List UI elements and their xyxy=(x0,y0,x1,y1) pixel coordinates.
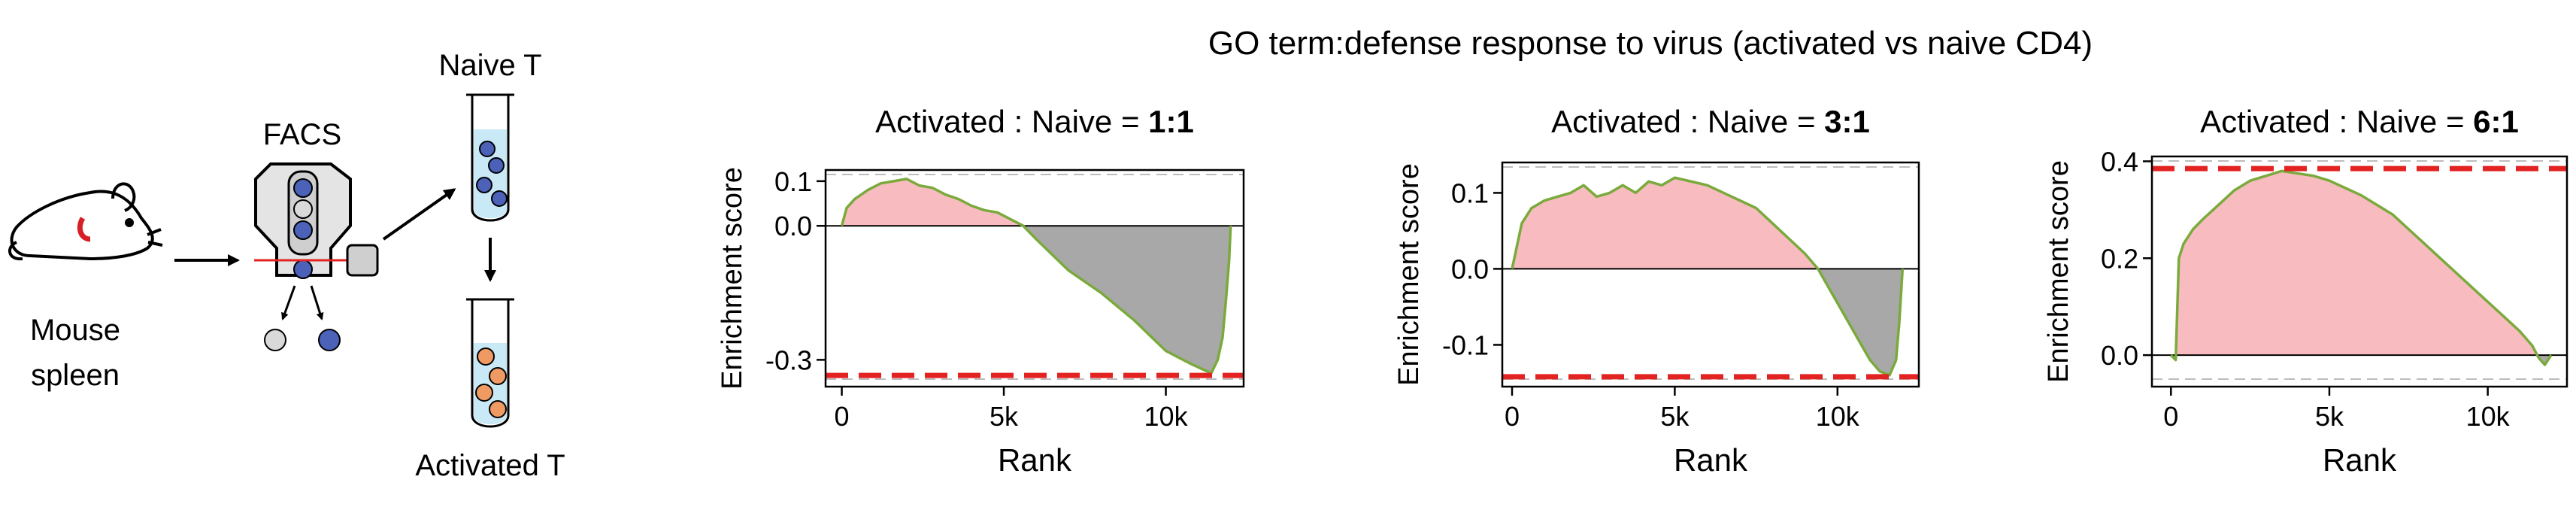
x-tick-label: 0 xyxy=(2163,401,2178,432)
activated-t-label: Activated T xyxy=(415,449,565,482)
naive-tube-icon xyxy=(466,93,514,222)
negative-enrichment-area xyxy=(1511,269,1903,375)
x-tick-label: 10k xyxy=(1144,401,1189,432)
gsea-panel-2: 0.1 0.0 -0.1 0 5k 10k Rank Enrichment score Acti… xyxy=(1393,104,1920,478)
positive-enrichment-area xyxy=(2171,171,2551,356)
panel-title-prefix: Activated : Naive = xyxy=(2200,104,2473,139)
running-enrichment-curve xyxy=(840,178,1232,375)
spleen-label: spleen xyxy=(31,359,120,392)
y-tick-label: 0.2 xyxy=(2101,243,2138,274)
plot-frame xyxy=(824,168,1245,388)
arrow-to-naive-tube xyxy=(382,188,456,241)
laser-source-icon xyxy=(346,244,379,277)
running-enrichment-curve xyxy=(1511,176,1905,377)
panel-title-prefix: Activated : Naive = xyxy=(875,104,1148,139)
plot-frame xyxy=(1501,161,1920,388)
facs-machine-icon xyxy=(254,162,379,351)
panel-title-ratio: 3:1 xyxy=(1824,104,1870,139)
y-tick-label: 0.0 xyxy=(774,211,812,241)
panel-title: Activated : Naive = 3:1 xyxy=(1551,104,1870,139)
activated-tube-icon xyxy=(466,298,514,428)
positive-enrichment-area xyxy=(841,178,1023,226)
x-tick-label: 5k xyxy=(989,401,1019,432)
y-axis-label: Enrichment score xyxy=(1393,163,1425,386)
x-axis-label: Rank xyxy=(1674,442,1748,478)
y-tick-label: 0.0 xyxy=(1451,253,1489,284)
gsea-panels: 0.1 0.0 -0.3 0 5k 10k Rank Enrichment score Acti… xyxy=(717,104,2568,478)
panel-title: Activated : Naive = 6:1 xyxy=(2200,104,2519,139)
schematic: Mouse spleen FACS Naive T xyxy=(8,49,565,482)
y-tick-label: 0.1 xyxy=(1451,178,1489,208)
figure-title: GO term:defense response to virus (activ… xyxy=(1208,25,2093,62)
panel-title-prefix: Activated : Naive = xyxy=(1551,104,1824,139)
x-tick-label: 0 xyxy=(835,401,850,432)
gsea-panel-1: 0.1 0.0 -0.3 0 5k 10k Rank Enrichment score Acti… xyxy=(717,104,1245,478)
y-tick-label: 0.4 xyxy=(2101,146,2138,177)
panel-title: Activated : Naive = 1:1 xyxy=(875,104,1194,139)
negative-enrichment-area xyxy=(841,226,1231,374)
y-tick-label: -0.3 xyxy=(765,345,812,375)
mouse-icon xyxy=(8,182,163,261)
mouse-label: Mouse xyxy=(30,314,120,347)
sorted-other-cell-icon xyxy=(264,329,286,351)
positive-enrichment-area xyxy=(1511,178,1818,269)
x-tick-label: 10k xyxy=(1816,401,1860,432)
sorted-naive-cell-icon xyxy=(318,329,341,351)
gsea-panel-3: 0.4 0.2 0.0 0 5k 10k Rank Enrichment score Activ… xyxy=(2043,104,2568,478)
x-axis-label: Rank xyxy=(998,442,1072,478)
panel-title-ratio: 6:1 xyxy=(2473,104,2519,139)
y-axis-label: Enrichment score xyxy=(2043,160,2074,383)
x-tick-label: 5k xyxy=(2315,401,2344,432)
y-tick-label: 0.1 xyxy=(774,166,812,197)
panel-title-ratio: 1:1 xyxy=(1148,104,1194,139)
plot-frame xyxy=(2150,155,2568,388)
x-tick-label: 5k xyxy=(1660,401,1690,432)
running-enrichment-curve xyxy=(2170,169,2553,366)
y-tick-label: -0.1 xyxy=(1442,329,1489,360)
y-tick-label: 0.0 xyxy=(2101,340,2138,371)
naive-t-label: Naive T xyxy=(438,49,541,82)
y-axis-label: Enrichment score xyxy=(717,167,748,390)
facs-label: FACS xyxy=(263,118,341,151)
x-tick-label: 0 xyxy=(1505,401,1520,432)
x-tick-label: 10k xyxy=(2466,401,2511,432)
x-axis-label: Rank xyxy=(2323,442,2397,478)
